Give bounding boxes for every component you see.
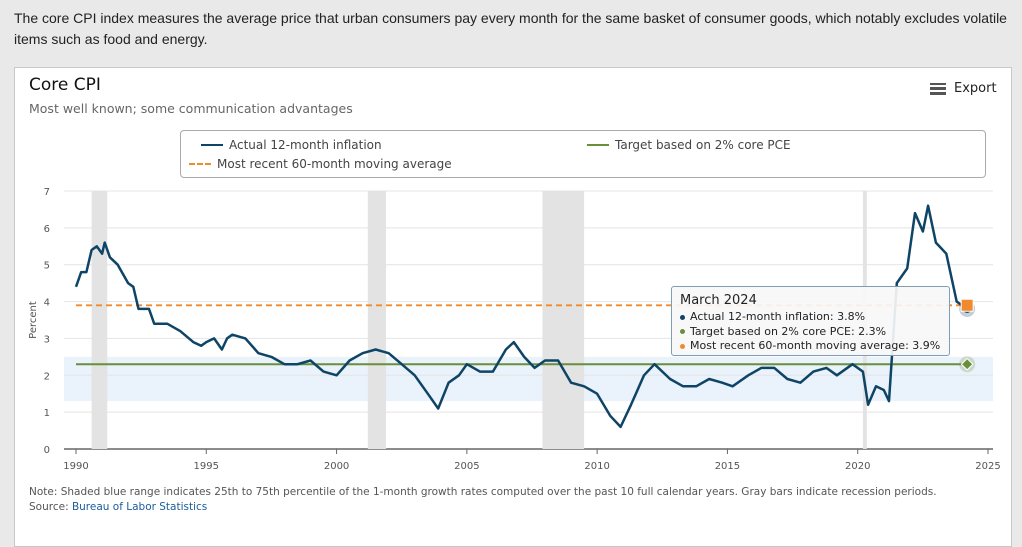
- chart-title: Core CPI: [29, 75, 101, 95]
- recession-bar: [367, 191, 387, 449]
- tooltip-row-target: Target based on 2% core PCE: 2.3%: [680, 325, 941, 340]
- y-tick-label: 2: [44, 371, 50, 382]
- x-tick-label: 2015: [715, 461, 740, 472]
- legend-label: Actual 12-month inflation: [229, 138, 382, 152]
- chart-note: Note: Shaded blue range indicates 25th t…: [29, 485, 937, 515]
- y-tick-label: 5: [44, 261, 50, 272]
- x-tick-label: 2005: [454, 461, 479, 472]
- x-tick-label: 2000: [324, 461, 349, 472]
- tooltip: March 2024 Actual 12-month inflation: 3.…: [671, 286, 950, 356]
- source-link[interactable]: Bureau of Labor Statistics: [71, 501, 208, 513]
- y-tick-label: 6: [44, 224, 50, 235]
- legend-label: Target based on 2% core PCE: [615, 138, 791, 152]
- export-button[interactable]: Export: [930, 81, 997, 96]
- legend-swatch-actual: [201, 144, 223, 146]
- chart-subtitle: Most well known; some communication adva…: [29, 101, 353, 116]
- tooltip-header: March 2024: [680, 293, 757, 308]
- marker-target: [960, 357, 974, 371]
- note-text: Note: Shaded blue range indicates 25th t…: [29, 486, 937, 498]
- y-tick-label: 4: [44, 298, 50, 309]
- x-tick-label: 2010: [584, 461, 609, 472]
- y-axis-label: Percent: [28, 301, 39, 339]
- legend-label: Most recent 60-month moving average: [217, 157, 452, 171]
- y-tick-label: 7: [44, 187, 50, 198]
- series-actual-line: [74, 204, 968, 429]
- marker-average: [960, 298, 974, 312]
- legend-item-average[interactable]: Most recent 60-month moving average: [189, 157, 452, 171]
- legend-item-actual[interactable]: Actual 12-month inflation: [201, 138, 382, 152]
- y-tick-label: 1: [44, 408, 50, 419]
- recession-bar: [91, 191, 108, 449]
- source-label: Source:: [29, 501, 69, 513]
- legend-swatch-average: [189, 163, 211, 165]
- chart-legend: Actual 12-month inflation Target based o…: [180, 130, 986, 178]
- legend-item-target[interactable]: Target based on 2% core PCE: [587, 138, 791, 152]
- y-tick-label: 3: [44, 334, 50, 345]
- x-tick-label: 2025: [975, 461, 1000, 472]
- hamburger-menu-icon: [930, 82, 946, 95]
- x-tick-label: 1995: [194, 461, 219, 472]
- intro-text: The core CPI index measures the average …: [14, 10, 1007, 47]
- legend-swatch-target: [587, 144, 609, 146]
- recession-bar: [542, 191, 585, 449]
- x-tick-label: 2020: [845, 461, 870, 472]
- tooltip-row-actual: Actual 12-month inflation: 3.8%: [680, 310, 941, 325]
- export-label: Export: [954, 81, 997, 96]
- x-tick-label: 1990: [63, 461, 88, 472]
- y-tick-label: 0: [44, 445, 50, 456]
- tooltip-row-average: Most recent 60-month moving average: 3.9…: [680, 339, 941, 354]
